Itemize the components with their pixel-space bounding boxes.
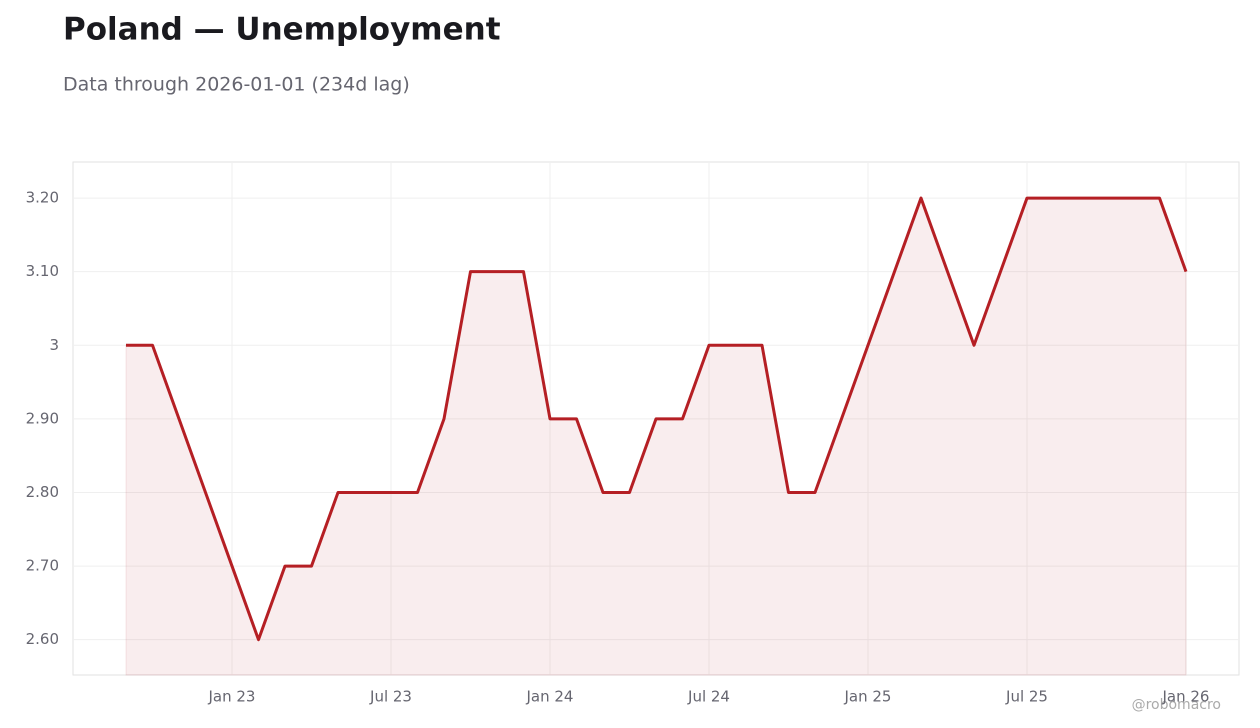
x-tick-label: Jul 23 [369,688,412,706]
area-fill [125,196,1187,676]
x-tick-label: Jan 24 [526,688,574,706]
y-tick-label: 2.90 [26,409,59,427]
y-tick-label: 3.10 [26,262,59,280]
chart-subtitle: Data through 2026-01-01 (234d lag) [63,74,410,96]
x-tick-label: Jul 24 [687,688,730,706]
watermark: @robomacro [1132,697,1221,713]
y-tick-label: 2.70 [26,557,59,575]
y-tick-label: 3.20 [26,189,59,207]
y-tick-label: 3 [49,336,59,354]
x-tick-label: Jan 23 [208,688,256,706]
line [126,196,1188,642]
x-tick-label: Jan 26 [1162,688,1210,706]
x-tick-label: Jan 25 [844,688,892,706]
x-tick-label: Jul 25 [1005,688,1048,706]
y-tick-label: 2.80 [26,483,59,501]
chart-title: Poland — Unemployment [63,12,501,48]
y-tick-label: 2.60 [26,630,59,648]
